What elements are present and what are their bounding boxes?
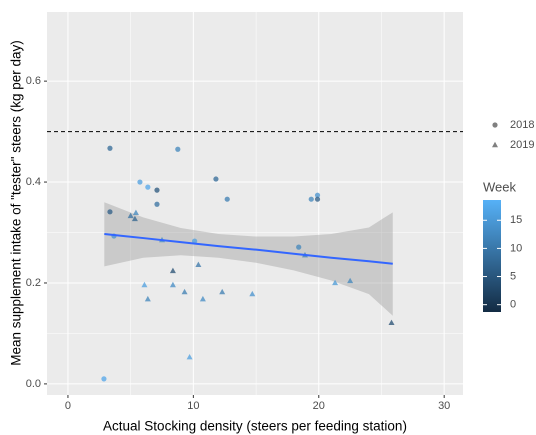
- point: [308, 196, 314, 202]
- point: [132, 209, 139, 216]
- point: [186, 353, 193, 360]
- x-tick-label: 0: [65, 400, 71, 412]
- point: [388, 319, 395, 326]
- legend-title: Week: [483, 179, 516, 194]
- y-tick-label: 0.0: [26, 378, 41, 390]
- colorbar-label: 10: [510, 242, 522, 254]
- point: [107, 209, 113, 215]
- point: [219, 288, 226, 295]
- point: [101, 376, 107, 382]
- point: [154, 187, 160, 193]
- colorbar-label: 5: [510, 270, 516, 282]
- fit-line: [104, 233, 393, 265]
- point: [332, 279, 339, 286]
- point: [131, 215, 138, 222]
- point: [296, 244, 302, 250]
- point: [145, 184, 151, 190]
- point: [154, 201, 160, 207]
- colorbar-label: 0: [510, 299, 516, 311]
- colorbar-label: 15: [510, 214, 522, 226]
- point: [195, 261, 202, 268]
- legend-key: [492, 141, 498, 148]
- colorbar: [483, 200, 501, 312]
- point: [141, 281, 148, 288]
- point: [175, 146, 181, 152]
- point: [347, 277, 354, 284]
- panel: [47, 12, 463, 395]
- point: [169, 267, 176, 274]
- confidence-band: [104, 202, 393, 316]
- point: [137, 179, 143, 185]
- legend-label: 2019: [510, 139, 534, 151]
- point: [127, 212, 134, 219]
- point: [249, 290, 256, 297]
- legend-label: 2018: [510, 119, 534, 131]
- point: [107, 145, 113, 151]
- x-axis-title: Actual Stocking density (steers per feed…: [103, 419, 407, 434]
- point: [192, 238, 198, 244]
- y-tick-label: 0.2: [26, 277, 41, 289]
- x-tick-label: 30: [438, 400, 450, 412]
- point: [169, 281, 176, 288]
- point: [213, 176, 219, 182]
- point: [224, 196, 230, 202]
- point: [199, 295, 206, 302]
- y-tick-label: 0.6: [26, 75, 41, 87]
- x-tick-label: 20: [313, 400, 325, 412]
- point: [314, 192, 321, 198]
- x-tick-label: 10: [187, 400, 199, 412]
- point: [181, 288, 188, 295]
- point: [314, 196, 321, 202]
- y-axis-title: Mean supplement intake of "tester" steer…: [9, 40, 24, 366]
- y-tick-label: 0.4: [26, 176, 41, 188]
- point: [144, 295, 151, 302]
- legend-key: [492, 122, 498, 128]
